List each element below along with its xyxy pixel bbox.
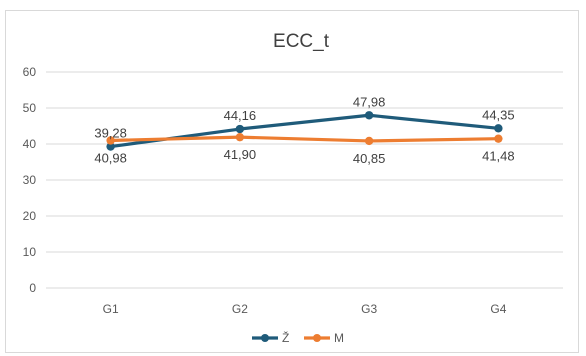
legend-label: M: [334, 331, 344, 345]
data-label: 40,98: [94, 150, 127, 165]
series-line-0: [110, 113, 499, 149]
chart-title: ECC_t: [273, 31, 330, 52]
data-point: [235, 124, 245, 134]
y-tick-label: 0: [29, 281, 36, 295]
chart-frame: [5, 10, 579, 353]
y-tick-label: 50: [23, 101, 37, 115]
data-label: 41,48: [482, 149, 515, 164]
y-tick-label: 60: [23, 65, 37, 79]
data-point: [494, 134, 503, 143]
legend-swatch-marker: [261, 334, 269, 342]
series-line-1: [110, 135, 499, 143]
data-label: 47,98: [353, 94, 386, 109]
y-tick-label: 30: [23, 173, 37, 187]
x-tick-label: G3: [361, 302, 377, 316]
gridlines: [46, 71, 563, 289]
data-point: [364, 111, 374, 120]
data-point: [494, 124, 503, 133]
y-axis-ticks: 0 10 20 30 40 50 60: [23, 65, 37, 295]
data-label: 39,28: [94, 126, 127, 141]
x-tick-label: G1: [103, 302, 119, 316]
x-tick-label: G2: [232, 302, 248, 316]
series-lines: [106, 111, 503, 151]
data-labels: 39,28 44,16 47,98 44,35 40,98 41,90 40,85 41,48: [94, 94, 514, 166]
data-point: [106, 136, 115, 145]
data-label: 40,85: [353, 151, 386, 166]
data-label: 44,16: [224, 108, 257, 123]
legend-swatch-marker: [313, 334, 321, 342]
x-tick-label: G4: [490, 302, 506, 316]
legend-label: Ž: [282, 330, 289, 345]
data-point: [364, 136, 374, 146]
y-tick-label: 20: [23, 209, 37, 223]
x-axis-ticks: G1 G2 G3 G4: [103, 302, 507, 316]
y-tick-label: 40: [23, 137, 37, 151]
data-label: 41,90: [224, 147, 257, 162]
data-point: [106, 142, 115, 151]
y-tick-label: 10: [23, 245, 37, 259]
data-label: 44,35: [482, 107, 515, 122]
data-point: [235, 132, 245, 142]
